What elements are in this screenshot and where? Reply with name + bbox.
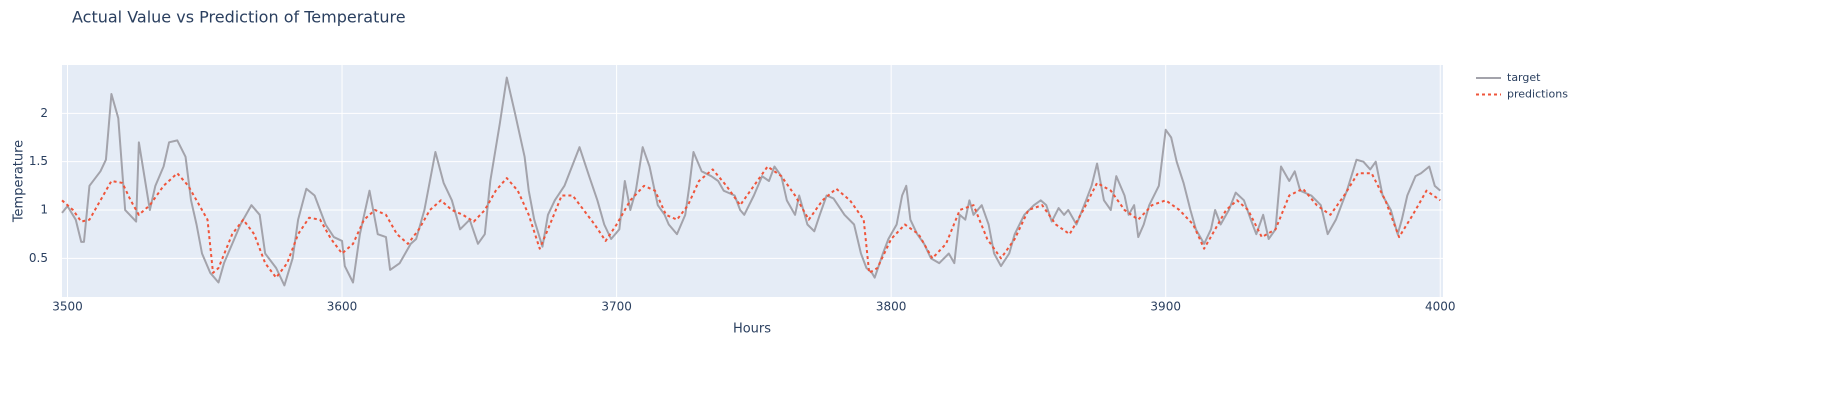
x-tick-label: 3800 [876, 300, 907, 314]
series-line [61, 76, 1441, 287]
chart-title: Actual Value vs Prediction of Temperatur… [72, 8, 406, 27]
plot-area [62, 65, 1443, 297]
y-tick-label: 1.5 [29, 154, 48, 168]
y-axis-title: Temperature [12, 140, 27, 223]
x-tick-label: 3900 [1150, 300, 1181, 314]
x-axis-title: Hours [733, 322, 771, 337]
legend-label: predictions [1507, 88, 1568, 101]
x-tick-label: 3700 [601, 300, 632, 314]
x-tick-label: 4000 [1425, 300, 1456, 314]
x-tick-label: 3600 [327, 300, 358, 314]
x-tick-label: 3500 [52, 300, 83, 314]
y-tick-label: 2 [40, 106, 48, 120]
series-line [61, 165, 1441, 279]
y-tick-label: 0.5 [29, 251, 48, 265]
legend-label: target [1507, 71, 1541, 84]
y-tick-label: 1 [40, 203, 48, 217]
